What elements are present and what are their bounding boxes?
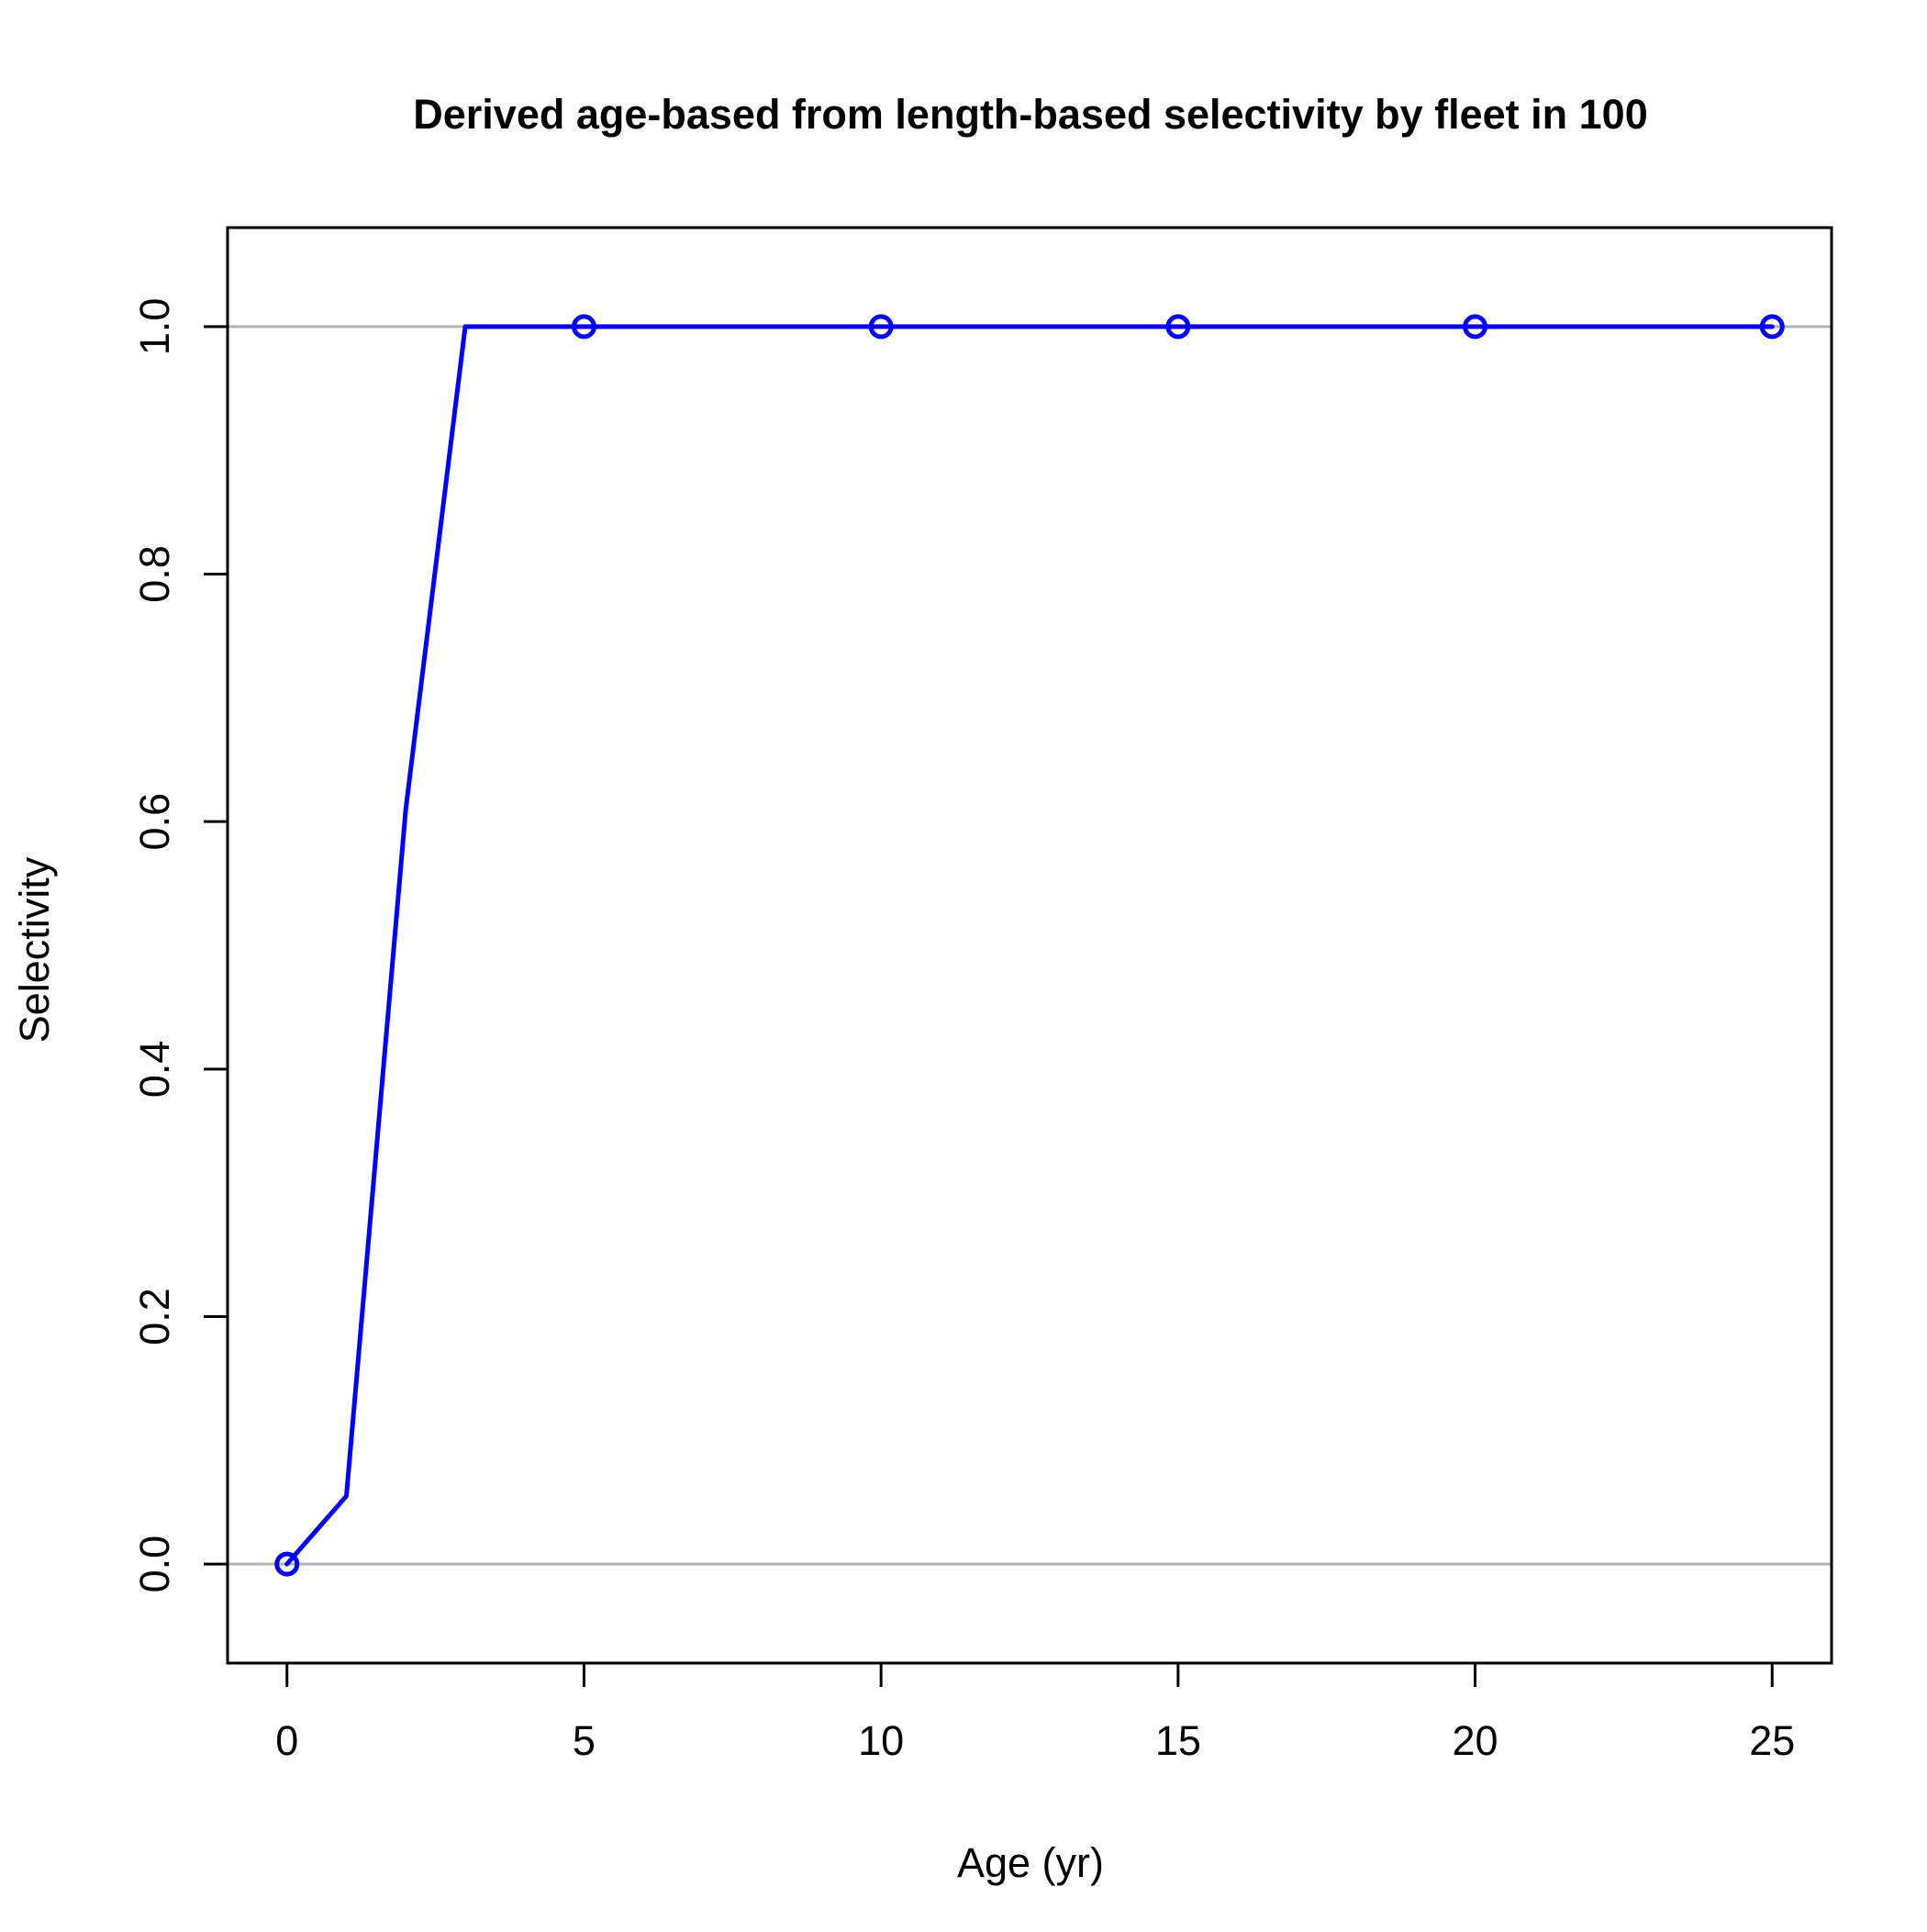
data-point-marker: [1759, 314, 1785, 340]
data-point-marker: [274, 1551, 300, 1577]
x-tick-label: 5: [573, 1717, 596, 1764]
series-line-0: [284, 324, 1775, 1567]
y-tick-label: 0.6: [131, 793, 178, 851]
plot-area: 0 5 10 15 20 25 0.0 0.2 0.4 0.6 0.8 1.0: [131, 226, 1833, 1764]
plot-frame: [226, 226, 1833, 1665]
x-tick-label: 20: [1453, 1717, 1498, 1764]
x-tick-label: 25: [1749, 1717, 1795, 1764]
y-tick-label: 1.0: [131, 298, 178, 356]
data-point-marker: [1165, 314, 1191, 340]
y-axis-title: Selectivity: [11, 856, 58, 1043]
data-point-marker: [571, 314, 596, 340]
data-point-marker: [1463, 314, 1488, 340]
x-axis-title: Age (yr): [957, 1839, 1104, 1886]
y-tick-label: 0.2: [131, 1288, 178, 1346]
x-tick-label: 10: [858, 1717, 904, 1764]
chart-title: Derived age-based from length-based sele…: [413, 91, 1647, 138]
y-tick-label: 0.0: [131, 1536, 178, 1593]
y-tick-label: 0.4: [131, 1041, 178, 1099]
data-point-marker: [868, 314, 894, 340]
x-tick-label: 15: [1155, 1717, 1201, 1764]
x-tick-label: 0: [275, 1717, 298, 1764]
y-tick-label: 0.8: [131, 545, 178, 603]
